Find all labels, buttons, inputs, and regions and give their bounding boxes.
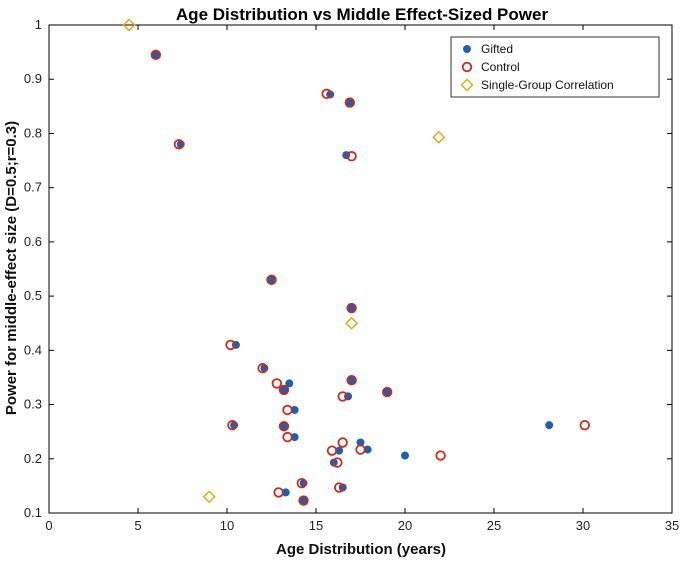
gifted-point <box>383 388 392 397</box>
gifted-point <box>363 445 372 454</box>
legend-item-control-marker <box>461 61 473 73</box>
control-point <box>346 302 357 314</box>
control-point <box>282 431 293 443</box>
control-point <box>346 151 357 162</box>
control-point <box>282 404 293 416</box>
control-point <box>333 482 345 493</box>
control-point <box>332 457 343 468</box>
control-point <box>225 339 236 351</box>
correlation-point <box>432 130 446 144</box>
control-point <box>150 49 162 61</box>
y-tick-label: 0.8 <box>24 125 42 140</box>
x-tick-label: 20 <box>398 518 412 533</box>
x-tick-label: 15 <box>309 518 323 533</box>
y-tick-label: 0.9 <box>24 71 42 86</box>
control-point <box>227 419 238 431</box>
x-tick-label: 35 <box>665 518 679 533</box>
gifted-point <box>281 488 290 497</box>
gifted-point <box>279 385 288 394</box>
chart-title: Age Distribution vs Middle Effect-Sized … <box>176 5 549 24</box>
legend-item-correlation-marker <box>460 78 474 92</box>
legend-item-gifted-marker <box>463 45 471 53</box>
control-point <box>382 386 393 398</box>
control-point <box>266 274 277 286</box>
gifted-point <box>347 304 356 313</box>
gifted-point <box>545 421 554 430</box>
control-point <box>257 363 268 374</box>
correlation-point <box>122 18 136 32</box>
control-point <box>273 487 284 498</box>
y-axis: 0.1 0.2 0.3 0.4 0.5 0.6 0.7 0.8 0.9 1 <box>24 17 672 520</box>
gifted-point <box>335 446 344 455</box>
correlation-point <box>202 490 216 504</box>
control-point <box>271 378 283 389</box>
data-points <box>122 18 590 506</box>
control-point <box>344 97 356 108</box>
control-point <box>296 477 307 489</box>
y-tick-label: 0.4 <box>24 342 42 357</box>
control-point <box>326 445 338 456</box>
control-point <box>173 139 185 150</box>
gifted-point <box>151 50 160 59</box>
y-tick-label: 0.2 <box>24 451 42 466</box>
x-axis: 0 5 10 15 20 25 30 35 <box>45 25 679 533</box>
gifted-point <box>285 379 294 388</box>
gifted-point <box>279 422 288 431</box>
x-tick-label: 0 <box>45 518 52 533</box>
y-tick-label: 0.3 <box>24 397 42 412</box>
gifted-point <box>356 438 365 447</box>
legend-item-control-label: Control <box>481 60 520 74</box>
x-tick-label: 10 <box>220 518 234 533</box>
x-tick-label: 25 <box>487 518 501 533</box>
gifted-point <box>347 376 356 385</box>
legend: Gifted Control Single-Group Correlation <box>450 36 660 98</box>
plot-area <box>48 24 673 514</box>
y-tick-label: 0.7 <box>24 180 42 195</box>
y-axis-label: Power for middle-effect size (D=0.5;r=0.… <box>3 121 20 415</box>
control-point <box>337 437 348 448</box>
control-point <box>355 444 366 455</box>
gifted-point <box>345 98 354 107</box>
gifted-point <box>290 405 299 414</box>
control-point <box>435 450 446 461</box>
legend-item-gifted-label: Gifted <box>481 42 513 56</box>
control-point <box>579 419 590 431</box>
control-point <box>321 88 332 100</box>
y-tick-label: 0.1 <box>24 505 42 520</box>
x-axis-label: Age Distribution (years) <box>276 541 446 558</box>
gifted-point <box>267 275 276 284</box>
control-point <box>278 421 290 432</box>
legend-box <box>450 36 660 98</box>
control-point <box>337 391 348 402</box>
correlation-point <box>345 316 359 330</box>
x-tick-label: 5 <box>134 518 141 533</box>
y-tick-label: 0.6 <box>24 234 42 249</box>
control-point <box>278 384 290 396</box>
y-tick-label: 0.5 <box>24 288 42 303</box>
y-tick-label: 1 <box>35 17 42 32</box>
legend-item-correlation-label: Single-Group Correlation <box>481 78 614 92</box>
control-point <box>298 495 309 506</box>
x-tick-label: 30 <box>576 518 590 533</box>
gifted-point <box>290 433 299 442</box>
gifted-point <box>401 451 409 460</box>
gifted-point <box>299 496 308 505</box>
control-point <box>346 374 357 386</box>
